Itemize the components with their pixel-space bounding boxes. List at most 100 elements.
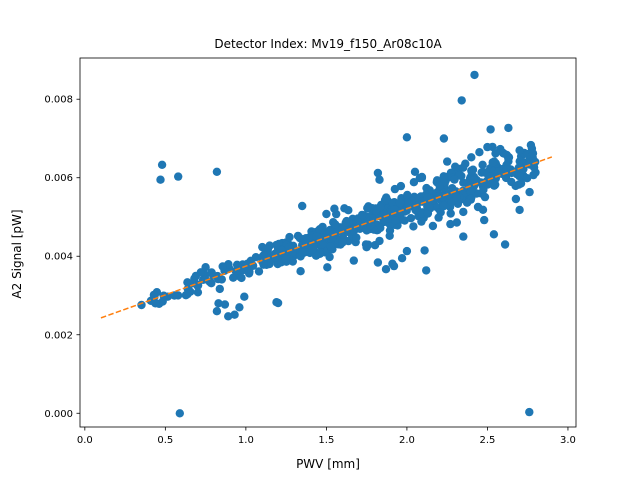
data-point: [215, 284, 224, 294]
data-point: [191, 271, 201, 281]
data-point: [450, 175, 459, 184]
data-point: [344, 206, 353, 215]
y-tick-label: 0.002: [44, 330, 73, 341]
data-point: [452, 192, 461, 202]
data-point: [452, 218, 461, 227]
data-point: [319, 240, 329, 249]
data-point: [375, 202, 385, 212]
data-point: [298, 248, 307, 258]
data-point: [239, 265, 248, 275]
data-point: [515, 172, 524, 181]
data-point: [149, 290, 159, 300]
y-tick-label: 0.006: [44, 173, 73, 184]
data-point: [528, 149, 538, 158]
data-point: [229, 273, 238, 282]
data-point: [375, 236, 384, 246]
x-tick-label: 2.5: [479, 435, 495, 446]
data-point: [415, 173, 424, 183]
data-point: [174, 172, 183, 181]
data-point: [366, 221, 375, 230]
data-point: [281, 254, 290, 264]
data-points: [137, 70, 540, 418]
data-point: [183, 290, 192, 299]
data-point: [259, 259, 268, 268]
data-point: [318, 222, 327, 232]
data-point: [323, 263, 332, 272]
data-point: [515, 205, 524, 215]
data-point: [403, 190, 412, 200]
data-point: [410, 167, 420, 176]
data-point: [443, 157, 452, 166]
data-point: [402, 133, 412, 142]
data-point: [488, 158, 497, 167]
data-point: [157, 160, 167, 169]
data-point: [288, 257, 297, 266]
data-point: [422, 266, 431, 275]
data-point: [511, 194, 521, 204]
data-point: [240, 292, 249, 301]
data-point: [376, 223, 385, 233]
data-point: [525, 407, 534, 417]
data-point: [158, 297, 167, 306]
data-point: [390, 184, 400, 194]
data-point: [496, 144, 505, 154]
data-point: [385, 231, 394, 240]
data-point: [381, 265, 391, 274]
data-point: [207, 268, 216, 277]
data-point: [439, 134, 449, 143]
data-point: [446, 219, 455, 229]
data-point: [254, 267, 264, 276]
data-point: [322, 209, 331, 219]
data-point: [420, 246, 429, 255]
data-point: [514, 163, 523, 172]
x-tick-label: 3.0: [560, 435, 576, 446]
data-point: [490, 181, 499, 190]
x-tick-label: 2.0: [399, 435, 415, 446]
data-point: [431, 202, 440, 211]
data-point: [338, 238, 347, 247]
data-point: [214, 299, 223, 308]
data-point: [425, 202, 434, 211]
data-point: [357, 210, 367, 220]
data-point: [457, 96, 466, 105]
fit-line-layer: [100, 156, 553, 319]
data-point: [341, 218, 350, 227]
fit-line: [100, 156, 553, 319]
data-point: [478, 160, 487, 169]
data-point: [328, 233, 337, 242]
data-point: [362, 243, 371, 252]
data-point: [151, 299, 160, 308]
data-point: [259, 250, 269, 260]
data-point: [224, 312, 233, 321]
data-point: [469, 176, 478, 185]
x-tick-label: 0.0: [77, 435, 93, 446]
data-point: [137, 300, 146, 310]
data-point: [466, 186, 476, 195]
data-point: [352, 233, 361, 242]
data-point: [338, 224, 347, 234]
data-point: [285, 232, 294, 242]
data-point: [235, 303, 244, 312]
data-point: [439, 172, 448, 181]
y-tick-label: 0.004: [44, 252, 73, 263]
data-point: [467, 153, 476, 162]
data-point: [375, 175, 384, 184]
data-point: [525, 187, 534, 197]
data-point: [435, 181, 444, 191]
data-point: [349, 256, 358, 265]
data-point: [218, 262, 227, 271]
data-point: [170, 291, 179, 300]
x-tick-label: 0.5: [157, 435, 173, 446]
data-point: [273, 298, 283, 308]
x-tick-label: 1.5: [318, 435, 334, 446]
data-point: [388, 259, 397, 268]
data-point: [201, 275, 210, 284]
data-point: [507, 177, 516, 187]
data-point: [459, 232, 468, 241]
data-point: [293, 231, 303, 241]
data-point: [156, 175, 165, 184]
data-point: [391, 216, 400, 225]
plot-frame: [79, 57, 577, 428]
data-point: [402, 246, 412, 256]
x-tick-label: 1.0: [238, 435, 254, 446]
